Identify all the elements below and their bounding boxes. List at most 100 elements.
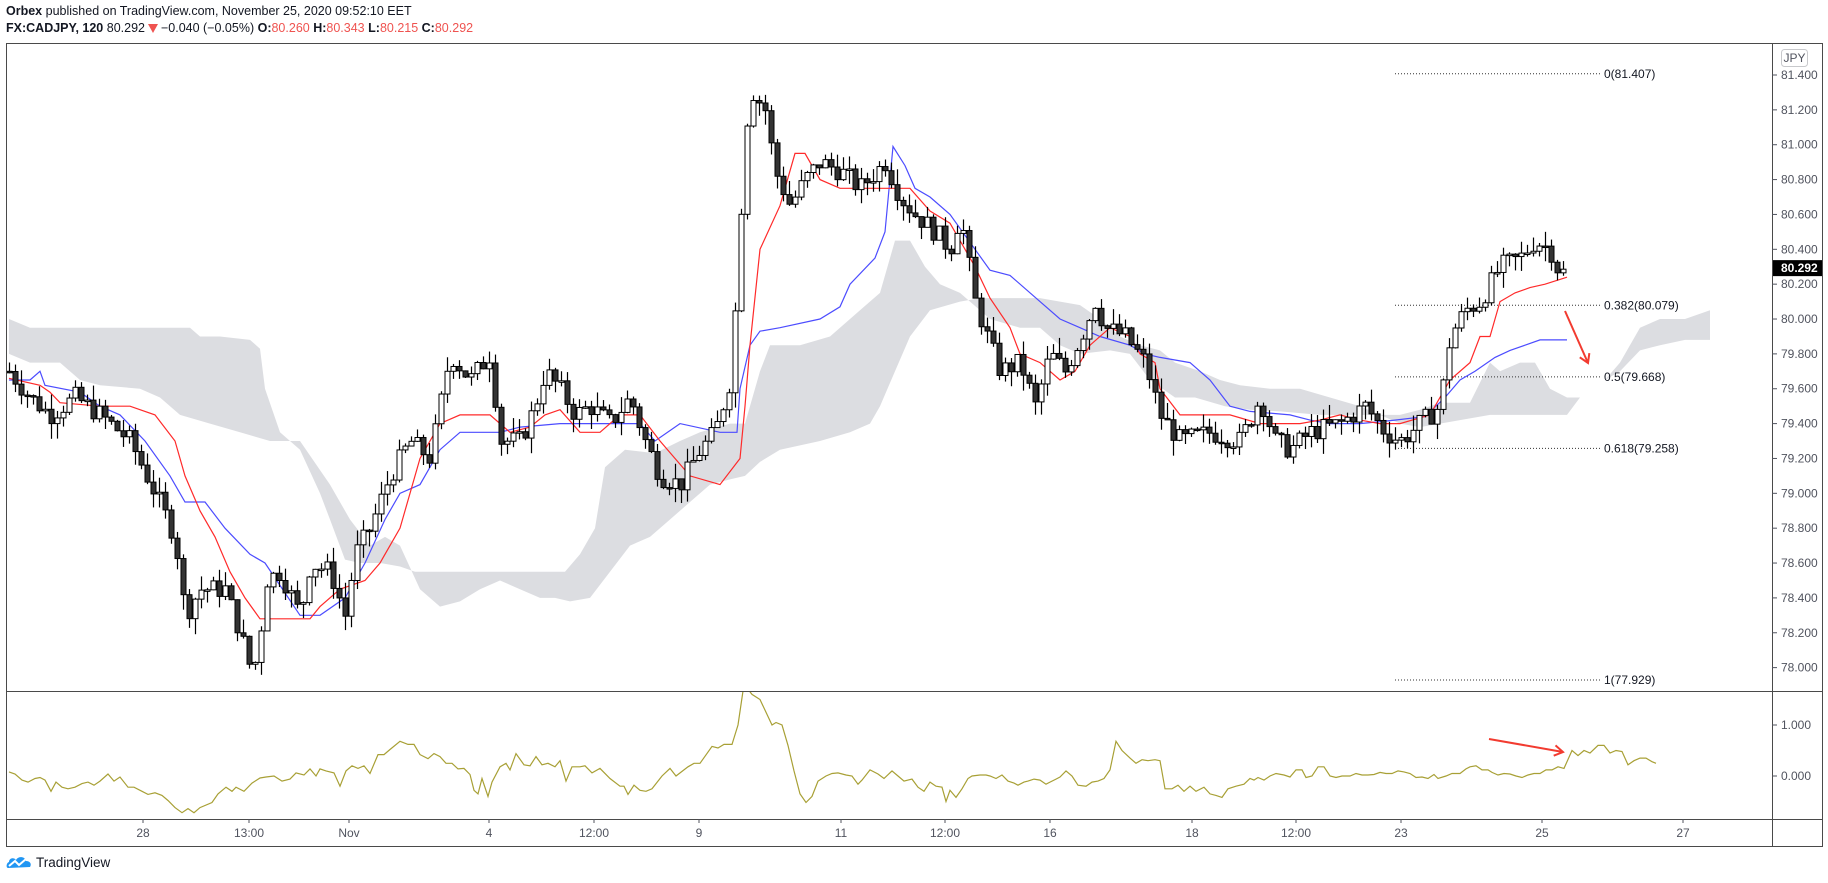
time-tick-label: 16 [1043, 826, 1057, 840]
candle-bear [984, 326, 991, 332]
candle-bull [1500, 254, 1507, 273]
price-down-arrow [1564, 310, 1591, 365]
oscillator-axis[interactable]: 1.000 0.000 [1772, 718, 1811, 783]
candle-bull [1254, 405, 1261, 426]
candle-bear [972, 256, 979, 299]
low-label: L: [368, 21, 380, 35]
candle-bull [258, 630, 265, 663]
candle-bear [420, 437, 427, 456]
publisher-name[interactable]: Orbex [6, 4, 43, 18]
candle-bull [708, 427, 715, 442]
candle-bear [282, 580, 289, 594]
candle-bull [804, 171, 811, 182]
candle-bear [186, 594, 193, 620]
candle-bull [558, 380, 565, 383]
price-tick-label: 78.400 [1781, 591, 1818, 605]
candle-bear [1182, 429, 1189, 435]
time-axis[interactable]: 28 13:00 Nov 4 12:00 9 11 12:00 16 18 12:00 23 25 27 [136, 819, 1690, 840]
candle-bear [1224, 442, 1231, 449]
tradingview-logo[interactable]: TradingView [6, 854, 110, 870]
candle-bear [1164, 417, 1171, 421]
candle-bear [366, 529, 373, 533]
arrow-head-icon [1579, 352, 1591, 365]
candle-bear [1542, 245, 1549, 249]
price-tick-label: 79.600 [1781, 382, 1818, 396]
candle-bear [180, 558, 187, 596]
candle-bear [48, 408, 55, 425]
fibonacci-retracement[interactable]: 0(81.407) 0.382(80.079) 0.5(79.668) 0.618(7… [1395, 67, 1679, 687]
symbol-label[interactable]: FX:CADJPY, 120 [6, 21, 104, 35]
candle-bear [168, 509, 175, 539]
candle-bull [1344, 416, 1351, 422]
tradingview-cloud-icon [6, 857, 31, 868]
candle-bull [54, 417, 61, 425]
candle-bear [522, 431, 529, 439]
price-tick-label: 80.800 [1781, 173, 1818, 187]
candle-bull [474, 362, 481, 375]
candle-bull [798, 180, 805, 198]
candle-bear [150, 481, 157, 495]
candle-bull [1416, 414, 1423, 431]
price-tick-label: 81.400 [1781, 68, 1818, 82]
candle-bull [252, 661, 259, 665]
candle-bear [1374, 413, 1381, 421]
candle-bull [1296, 432, 1303, 446]
current-price-label-bg [1773, 260, 1822, 277]
candle-bull [1320, 419, 1327, 440]
annotation-arrows[interactable] [1488, 310, 1591, 757]
candle-bull [1074, 350, 1081, 367]
price-axis[interactable]: 81.400 81.200 81.000 80.800 80.600 80.400 80.2… [1772, 49, 1822, 675]
candle-bear [342, 597, 349, 617]
candle-bear [1008, 362, 1015, 373]
published-text: published on TradingView.com, November 2… [45, 4, 412, 18]
cloud-area [9, 240, 1710, 607]
candle-bull [60, 411, 67, 419]
chart-canvas[interactable]: 0(81.407) 0.382(80.079) 0.5(79.668) 0.618(7… [0, 0, 1828, 850]
candle-bear [1158, 391, 1165, 419]
candle-bull [1086, 320, 1093, 340]
candle-bull [750, 100, 757, 127]
time-tick-label: 23 [1394, 826, 1408, 840]
candle-bear [834, 166, 841, 181]
candle-bear [762, 102, 769, 112]
time-tick-label: 12:00 [579, 826, 609, 840]
candle-bear [1152, 379, 1159, 393]
candle-bear [900, 199, 907, 207]
candle-bear [30, 395, 37, 398]
candle-bull [1122, 327, 1129, 335]
candle-bear [636, 406, 643, 429]
candle-bull [1446, 347, 1453, 381]
candle-bear [144, 464, 151, 483]
candle-bull [696, 454, 703, 461]
price-change: −0.040 (−0.05%) [160, 21, 255, 35]
candle-bear [564, 380, 571, 405]
candle-bull [204, 589, 211, 592]
candle-bear [1140, 348, 1147, 355]
candle-bull [432, 423, 439, 464]
candle-bull [1176, 429, 1183, 441]
candle-bear [774, 142, 781, 177]
candle-bear [174, 537, 181, 560]
candle-bear [1266, 416, 1273, 428]
candle-bull [1080, 338, 1087, 352]
candle-bull [1524, 252, 1531, 256]
candle-bear [660, 478, 667, 489]
candle-bear [108, 416, 115, 422]
time-tick-label: 28 [136, 826, 150, 840]
candle-bull [1014, 353, 1021, 373]
candle-bull [1494, 271, 1501, 275]
osc-tick-label: 1.000 [1781, 718, 1811, 732]
candle-bear [480, 362, 487, 370]
time-tick-label: 12:00 [1281, 826, 1311, 840]
candle-bear [816, 164, 823, 169]
candle-bear [120, 430, 127, 438]
candle-bull [936, 225, 943, 241]
currency-button[interactable]: JPY [1781, 49, 1808, 67]
candle-bear [1206, 426, 1213, 434]
close-value: 80.292 [434, 21, 474, 35]
candle-bull [438, 393, 445, 425]
candle-bear [1338, 419, 1345, 422]
candle-bull [1308, 426, 1315, 437]
candle-bull [318, 568, 325, 572]
candle-bear [1284, 434, 1291, 458]
